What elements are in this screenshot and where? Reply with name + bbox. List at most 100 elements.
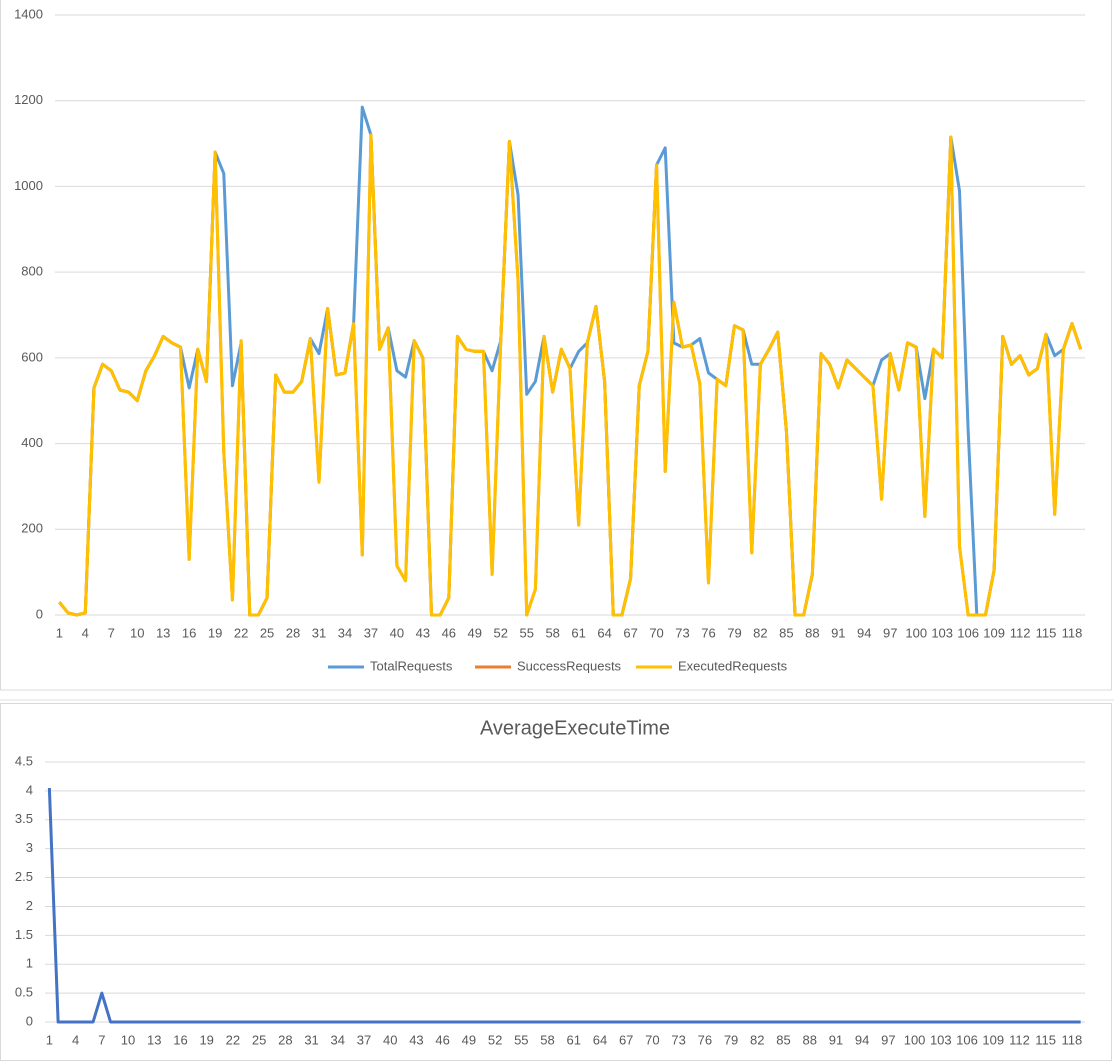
y-tick-label: 2.5 [15,869,33,884]
x-tick-label: 34 [338,625,352,640]
x-tick-label: 118 [1062,625,1083,640]
x-tick-label: 28 [278,1032,292,1047]
x-tick-label: 103 [931,625,953,640]
x-tick-label: 70 [649,625,663,640]
series-line [58,133,1083,617]
x-tick-label: 43 [409,1032,423,1047]
x-tick-label: 49 [468,625,482,640]
x-tick-label: 112 [1010,625,1031,640]
y-tick-label: 1.5 [15,927,33,942]
legend-label: ExecutedRequests [678,658,788,673]
x-tick-label: 76 [698,1032,712,1047]
x-tick-label: 4 [82,625,89,640]
x-tick-label: 46 [435,1032,449,1047]
x-tick-label: 49 [462,1032,476,1047]
x-tick-label: 67 [623,625,637,640]
y-tick-label: 4.5 [15,753,33,768]
x-tick-label: 85 [776,1032,790,1047]
x-tick-label: 106 [956,1032,978,1047]
x-tick-label: 85 [779,625,793,640]
x-tick-label: 94 [855,1032,869,1047]
x-tick-label: 100 [904,1032,926,1047]
x-tick-label: 97 [881,1032,895,1047]
chart-frame [0,703,1112,1061]
x-tick-label: 25 [260,625,274,640]
y-tick-label: 1400 [14,6,43,21]
x-tick-label: 109 [983,625,1005,640]
x-tick-label: 58 [545,625,559,640]
y-tick-label: 1200 [14,92,43,107]
x-tick-label: 52 [494,625,508,640]
x-tick-label: 25 [252,1032,266,1047]
x-tick-label: 16 [182,625,196,640]
x-tick-label: 82 [753,625,767,640]
y-tick-label: 800 [21,264,43,279]
y-tick-label: 600 [21,349,43,364]
x-tick-label: 79 [724,1032,738,1047]
x-tick-label: 1 [56,625,63,640]
x-tick-label: 97 [883,625,897,640]
y-tick-label: 0 [26,1013,33,1028]
y-tick-label: 1 [26,956,33,971]
x-tick-label: 19 [199,1032,213,1047]
x-tick-label: 46 [442,625,456,640]
x-tick-label: 13 [147,1032,161,1047]
y-tick-label: 0.5 [15,985,33,1000]
x-tick-label: 37 [357,1032,371,1047]
x-tick-label: 1 [46,1032,53,1047]
x-tick-label: 4 [72,1032,79,1047]
x-tick-label: 52 [488,1032,502,1047]
x-tick-label: 76 [701,625,715,640]
x-tick-label: 94 [857,625,871,640]
y-tick-label: 2 [26,898,33,913]
x-tick-label: 88 [805,625,819,640]
x-tick-label: 10 [130,625,144,640]
y-tick-label: 3 [26,840,33,855]
x-tick-label: 34 [331,1032,345,1047]
x-tick-label: 55 [519,625,533,640]
x-tick-label: 40 [383,1032,397,1047]
x-tick-label: 31 [304,1032,318,1047]
y-tick-label: 400 [21,435,43,450]
x-tick-label: 64 [597,625,611,640]
x-tick-label: 79 [727,625,741,640]
y-tick-label: 3.5 [15,811,33,826]
x-tick-label: 22 [234,625,248,640]
x-tick-label: 118 [1062,1032,1083,1047]
y-tick-label: 4 [26,782,33,797]
x-tick-label: 91 [831,625,845,640]
x-tick-label: 82 [750,1032,764,1047]
legend-label: TotalRequests [370,658,453,673]
x-tick-label: 19 [208,625,222,640]
x-tick-label: 115 [1035,1032,1056,1047]
x-tick-label: 16 [173,1032,187,1047]
chart-frame [0,0,1112,691]
y-tick-label: 1000 [14,178,43,193]
chart-title: AverageExecuteTime [480,717,670,739]
x-tick-label: 31 [312,625,326,640]
x-tick-label: 28 [286,625,300,640]
x-tick-label: 10 [121,1032,135,1047]
x-tick-label: 100 [905,625,927,640]
x-tick-label: 109 [982,1032,1004,1047]
x-tick-label: 64 [593,1032,607,1047]
series-line [47,787,1081,1024]
x-tick-label: 67 [619,1032,633,1047]
x-tick-label: 61 [571,625,585,640]
x-tick-label: 7 [98,1032,105,1047]
x-tick-label: 55 [514,1032,528,1047]
x-tick-label: 91 [829,1032,843,1047]
x-tick-label: 103 [930,1032,952,1047]
x-tick-label: 7 [108,625,115,640]
x-tick-label: 13 [156,625,170,640]
x-tick-label: 58 [540,1032,554,1047]
x-tick-label: 112 [1009,1032,1030,1047]
x-tick-label: 43 [416,625,430,640]
x-tick-label: 73 [671,1032,685,1047]
y-tick-label: 200 [21,521,43,536]
x-tick-label: 22 [226,1032,240,1047]
x-tick-label: 37 [364,625,378,640]
x-tick-label: 73 [675,625,689,640]
x-tick-label: 88 [802,1032,816,1047]
